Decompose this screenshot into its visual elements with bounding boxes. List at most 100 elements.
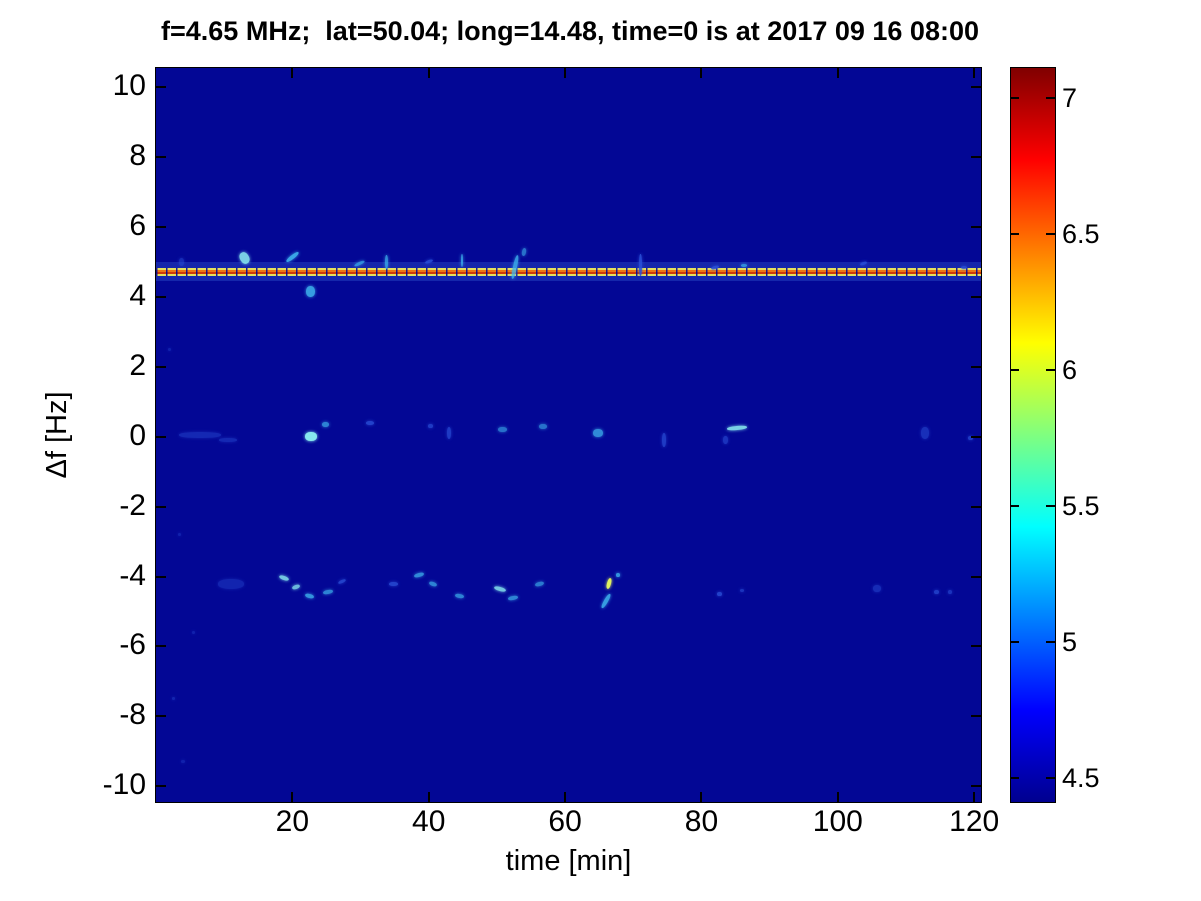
y-tick-mark xyxy=(156,505,166,508)
signal-feature xyxy=(171,697,175,701)
colorbar-tick-label: 4.5 xyxy=(1062,762,1100,793)
y-tick-mark xyxy=(971,785,981,788)
y-tick-label: -8 xyxy=(119,698,146,732)
colorbar-tick-mark xyxy=(1046,504,1055,507)
signal-feature xyxy=(638,254,642,277)
y-tick-label: 4 xyxy=(129,278,146,312)
x-tick-mark xyxy=(291,68,294,78)
signal-feature xyxy=(873,585,882,593)
signal-feature xyxy=(539,423,548,429)
signal-feature xyxy=(292,583,301,591)
signal-feature xyxy=(178,257,184,266)
colorbar-tick-mark xyxy=(1010,640,1019,643)
x-tick-mark xyxy=(973,792,976,802)
y-tick-mark xyxy=(971,435,981,438)
colorbar-tick-label: 5.5 xyxy=(1062,490,1100,521)
y-tick-mark xyxy=(971,365,981,368)
colorbar-tick-mark xyxy=(1010,504,1019,507)
signal-feature xyxy=(726,425,748,431)
y-tick-mark xyxy=(156,715,166,718)
signal-feature xyxy=(427,424,433,429)
y-tick-mark xyxy=(156,645,166,648)
y-tick-label: -6 xyxy=(119,628,146,662)
signal-feature xyxy=(740,589,745,593)
y-tick-label: 2 xyxy=(129,348,146,382)
y-tick-label: 8 xyxy=(129,139,146,173)
colorbar xyxy=(1010,67,1056,803)
y-tick-mark xyxy=(971,575,981,578)
signal-feature xyxy=(278,574,290,582)
colorbar-tick-mark xyxy=(1046,368,1055,371)
y-tick-mark xyxy=(971,505,981,508)
y-tick-mark xyxy=(971,645,981,648)
y-axis-label: Δf [Hz] xyxy=(41,391,73,479)
x-tick-label: 80 xyxy=(684,805,719,838)
x-tick-mark xyxy=(291,792,294,802)
signal-feature xyxy=(968,436,974,441)
y-tick-mark xyxy=(156,365,166,368)
y-tick-label: 10 xyxy=(112,69,146,103)
y-tick-mark xyxy=(156,575,166,578)
signal-feature xyxy=(384,254,388,269)
chart-title: f=4.65 MHz; lat=50.04; long=14.48, time=… xyxy=(161,16,979,46)
y-tick-mark xyxy=(156,785,166,788)
y-tick-mark xyxy=(156,295,166,298)
signal-feature xyxy=(305,286,315,298)
signal-feature xyxy=(366,420,375,425)
signal-feature xyxy=(304,592,315,599)
signal-feature xyxy=(192,630,195,634)
colorbar-tick-label: 7 xyxy=(1062,82,1078,113)
colorbar-tick-mark xyxy=(1010,776,1019,779)
y-tick-label: 6 xyxy=(129,209,146,243)
colorbar-tick-label: 5 xyxy=(1062,626,1078,657)
x-tick-label: 60 xyxy=(548,805,582,838)
signal-feature xyxy=(722,436,728,445)
signal-feature xyxy=(605,577,613,590)
signal-feature xyxy=(741,263,748,267)
signal-feature xyxy=(921,427,930,440)
signal-feature xyxy=(413,571,424,579)
y-tick-label: 0 xyxy=(129,418,146,452)
y-tick-mark xyxy=(156,156,166,159)
heatmap-plot-area xyxy=(155,67,982,803)
y-tick-label: -10 xyxy=(102,768,146,802)
signal-feature xyxy=(534,580,545,587)
x-tick-mark xyxy=(564,792,567,802)
x-tick-mark xyxy=(700,68,703,78)
signal-feature xyxy=(428,580,438,587)
signal-feature xyxy=(178,533,182,537)
x-tick-mark xyxy=(564,68,567,78)
y-tick-mark xyxy=(156,435,166,438)
colorbar-tick-label: 6 xyxy=(1062,354,1078,385)
signal-feature xyxy=(181,760,186,764)
signal-feature xyxy=(337,578,347,585)
signal-feature xyxy=(934,590,940,595)
signal-feature xyxy=(616,572,621,577)
signal-feature xyxy=(661,433,666,448)
colorbar-tick-label: 6.5 xyxy=(1062,218,1100,249)
signal-feature xyxy=(948,590,953,595)
signal-feature xyxy=(285,250,300,263)
signal-feature xyxy=(168,347,172,351)
colorbar-tick-mark xyxy=(1046,640,1055,643)
y-tick-label: -2 xyxy=(119,488,146,522)
x-tick-mark xyxy=(836,792,839,802)
x-tick-mark xyxy=(700,792,703,802)
signal-feature xyxy=(960,265,967,269)
x-tick-mark xyxy=(427,792,430,802)
signal-feature xyxy=(179,432,222,438)
signal-feature xyxy=(600,593,612,609)
y-tick-label: -4 xyxy=(119,558,146,592)
x-tick-label: 20 xyxy=(275,805,310,838)
signal-feature xyxy=(461,253,464,267)
signal-feature xyxy=(447,427,452,440)
signal-feature xyxy=(388,581,398,586)
colorbar-tick-mark xyxy=(1010,232,1019,235)
x-tick-label: 100 xyxy=(812,805,863,838)
x-tick-label: 120 xyxy=(949,805,1000,838)
signal-feature xyxy=(218,438,237,443)
x-tick-mark xyxy=(836,68,839,78)
signal-feature xyxy=(322,589,334,596)
colorbar-tick-mark xyxy=(1046,96,1055,99)
